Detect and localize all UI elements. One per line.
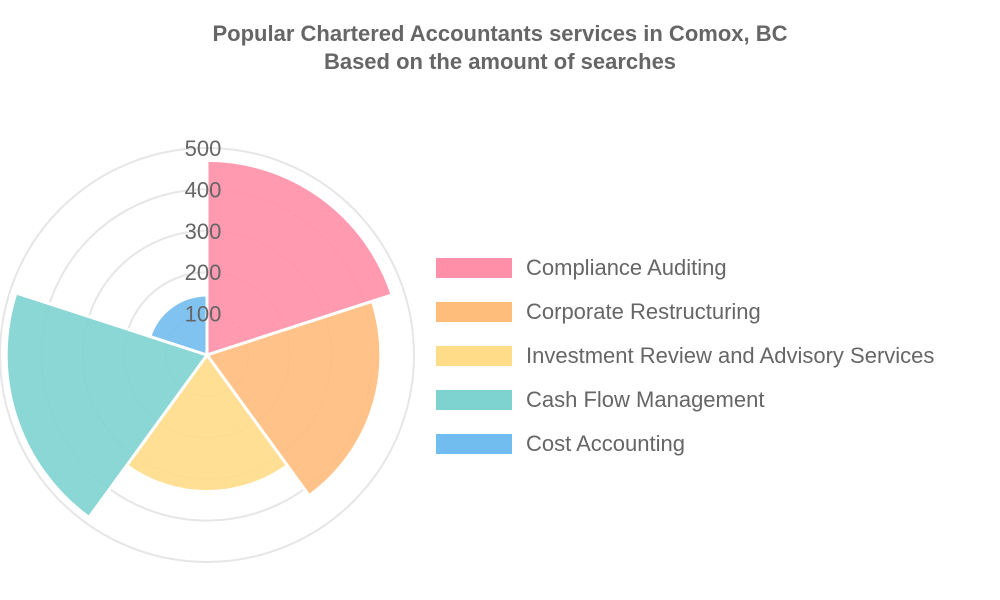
legend-swatch (436, 346, 512, 366)
legend-label: Compliance Auditing (526, 255, 727, 280)
legend-swatch (436, 258, 512, 278)
slice-compliance-auditing[interactable] (205, 158, 394, 358)
legend-label: Cash Flow Management (526, 387, 765, 412)
legend-label: Cost Accounting (526, 431, 685, 456)
legend-item-corporate-restructuring[interactable]: Corporate Restructuring (436, 290, 934, 334)
legend-swatch (436, 434, 512, 454)
chart-slices (4, 158, 394, 520)
slice-investment-review-and-advisory-services[interactable] (124, 352, 290, 494)
tick-label-100: 100 (185, 302, 222, 327)
tick-label-300: 300 (185, 219, 222, 244)
tick-label-200: 200 (185, 260, 222, 285)
legend-label: Corporate Restructuring (526, 299, 761, 324)
legend-item-compliance-auditing[interactable]: Compliance Auditing (436, 246, 934, 290)
chart-title-line-1: Popular Chartered Accountants services i… (212, 21, 788, 46)
tick-label-400: 400 (185, 177, 222, 202)
chart-subtitle: Based on the amount of searches (323, 49, 677, 74)
legend-label: Investment Review and Advisory Services (526, 343, 935, 368)
tick-label-500: 500 (185, 136, 222, 161)
legend-swatch (436, 302, 512, 322)
legend-item-investment-review[interactable]: Investment Review and Advisory Services (436, 334, 934, 378)
chart-legend: Compliance Auditing Corporate Restructur… (436, 246, 934, 466)
slice-corporate-restructuring[interactable] (204, 299, 383, 498)
legend-swatch (436, 390, 512, 410)
slice-cash-flow-management[interactable] (4, 291, 210, 520)
radial-tick-labels: 100 200 300 400 500 (185, 136, 222, 327)
slice-cost-accounting[interactable] (148, 293, 209, 358)
chart-title: Popular Chartered Accountants services i… (0, 20, 1000, 76)
legend-item-cost-accounting[interactable]: Cost Accounting (436, 422, 934, 466)
legend-item-cash-flow-management[interactable]: Cash Flow Management (436, 378, 934, 422)
grid-ring-500 (0, 147, 415, 563)
